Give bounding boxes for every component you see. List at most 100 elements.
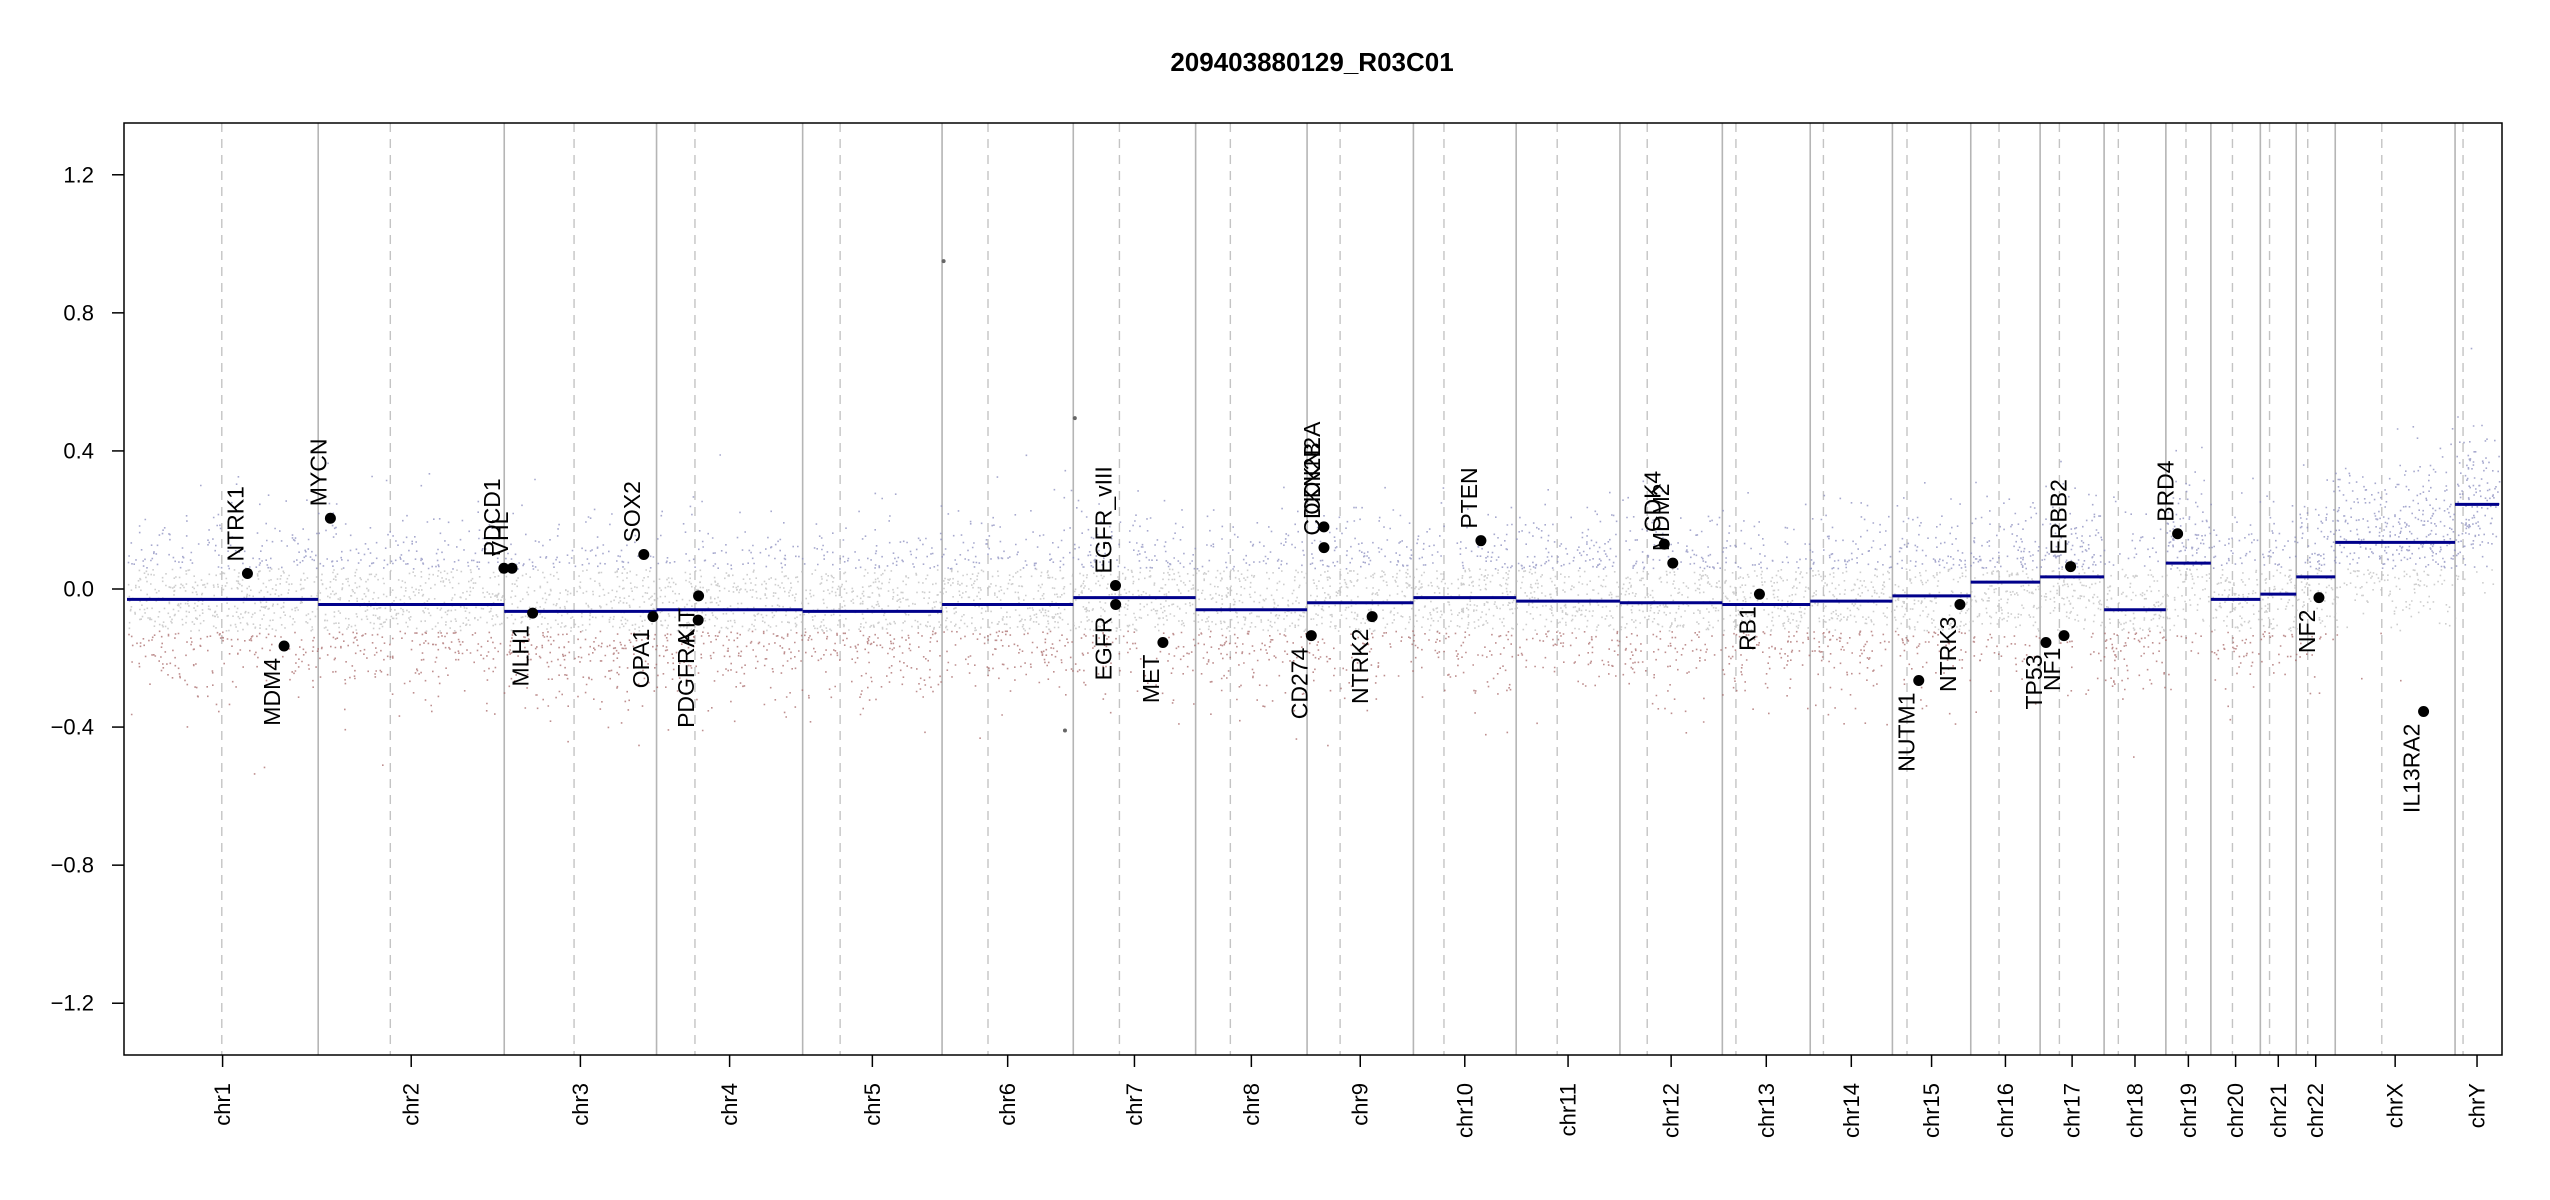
gene-label-NTRK1: NTRK1 [222, 486, 248, 561]
gene-point-OPA1 [647, 611, 659, 623]
outlier-point-2 [1072, 416, 1077, 421]
probes-chr9-neutral [1310, 568, 1415, 632]
y-tick-label: −1.2 [51, 991, 94, 1016]
probes-chr21-loss [2260, 631, 2298, 676]
probes-chr12-loss [1622, 630, 1724, 734]
probes-chr5-loss [804, 630, 942, 734]
probes-chrX-gain [2335, 426, 2456, 570]
gene-point-SOX2 [638, 548, 650, 560]
outlier-point-1 [941, 259, 946, 264]
y-tick-label: 1.2 [63, 162, 94, 187]
gene-label-CDKN2B: CDKN2B [1299, 442, 1325, 535]
probes-chr14-loss [1811, 630, 1890, 726]
chromosome-label-chr1: chr1 [210, 1083, 235, 1126]
gene-label-PDCD1: PDCD1 [479, 478, 505, 556]
chromosome-label-chr17: chr17 [2060, 1083, 2085, 1138]
gene-point-MYCN [324, 512, 336, 524]
probes-chr21-neutral [2260, 569, 2298, 632]
gene-point-NTRK2 [1366, 611, 1378, 623]
probes-chr5-neutral [803, 568, 944, 632]
gene-label-OPA1: OPA1 [628, 629, 654, 689]
chromosome-label-chr13: chr13 [1754, 1083, 1779, 1138]
gene-point-IL13RA2 [2418, 706, 2430, 718]
chromosome-label-chr21: chr21 [2266, 1083, 2291, 1138]
gene-point-RB1 [1753, 588, 1765, 600]
chromosome-label-chr4: chr4 [717, 1083, 742, 1126]
outlier-point-0 [1062, 728, 1067, 733]
gene-point-MLH1 [527, 607, 539, 619]
chromosome-label-chr6: chr6 [995, 1083, 1020, 1126]
probes-chr6-loss [943, 630, 1074, 739]
segment-lines [127, 502, 2499, 613]
gene-label-MDM4: MDM4 [259, 658, 285, 726]
gene-label-ERBB2: ERBB2 [2046, 479, 2072, 554]
gene-label-SOX2: SOX2 [619, 481, 645, 542]
probes-chrX-neutral [2336, 568, 2457, 632]
chromosome-label-chr11: chr11 [1556, 1083, 1581, 1136]
gene-label-PDGFRA: PDGFRA [673, 631, 699, 728]
gene-label-NF2: NF2 [2294, 610, 2320, 653]
probes-chr14-neutral [1811, 568, 1893, 631]
probes-chr15-gain [1896, 482, 1973, 570]
chromosome-label-chrY: chrY [2465, 1083, 2490, 1129]
probes-chr20-loss [2211, 630, 2260, 721]
probes-chr19-loss [2168, 632, 2202, 691]
probes-chr3-loss [506, 630, 659, 747]
probes-chrY-gain [2455, 347, 2501, 568]
gene-label-MLH1: MLH1 [508, 625, 534, 686]
gene-point-MET [1157, 637, 1169, 649]
y-tick-label: 0.8 [63, 300, 94, 325]
gene-label-MYCN: MYCN [305, 439, 331, 507]
gene-point-NTRK3 [1954, 599, 1966, 611]
gene-point-NTRK1 [241, 567, 253, 579]
probes-chr5-gain [803, 492, 943, 570]
gene-label-EGFR: EGFR [1091, 617, 1117, 681]
chromosome-label-chrX: chrX [2383, 1083, 2408, 1129]
probes-chr2-gain [318, 462, 499, 570]
gene-point-PTEN [1475, 535, 1487, 547]
chromosome-label-chr10: chr10 [1452, 1083, 1477, 1138]
gene-point-NF1 [2058, 630, 2070, 642]
gene-point-NF2 [2313, 592, 2325, 604]
probes-chr19-neutral [2165, 568, 2212, 631]
y-tick-label: 0.0 [63, 577, 94, 602]
gene-label-EGFR_vIII: EGFR_vIII [1091, 466, 1117, 573]
probes-chr16-gain [1971, 481, 2040, 570]
gene-point-MDM4 [278, 640, 290, 652]
chromosome-label-chr8: chr8 [1239, 1083, 1264, 1126]
chart-title: 209403880129_R03C01 [1170, 47, 1453, 77]
probes-chr18-neutral [2106, 568, 2168, 632]
chromosome-label-chr3: chr3 [568, 1083, 593, 1126]
probes-chr10-loss [1413, 631, 1514, 736]
probes-chr17-loss [2059, 632, 2106, 697]
chromosome-label-chr22: chr22 [2303, 1083, 2328, 1138]
y-tick-label: −0.4 [51, 715, 94, 740]
gene-label-RB1: RB1 [1734, 606, 1760, 651]
probes-chr13-gain [1722, 492, 1812, 570]
gene-point-PDCD1 [498, 562, 510, 574]
gene-point-EGFR_vIII [1110, 580, 1122, 592]
probes-chr1-loss [128, 630, 319, 775]
gene-label-CD274: CD274 [1286, 647, 1312, 719]
gene-point-CDKN2B [1318, 542, 1330, 554]
chromosome-label-chr2: chr2 [399, 1083, 424, 1126]
chromosome-label-chr14: chr14 [1839, 1083, 1864, 1138]
chromosome-label-chr15: chr15 [1919, 1083, 1944, 1138]
probes-chr7-neutral [1073, 568, 1195, 632]
plot-frame [123, 122, 2503, 1056]
probes-chr3-neutral [504, 568, 658, 632]
y-tick-label: −0.8 [51, 853, 94, 878]
chromosome-label-chr19: chr19 [2176, 1083, 2201, 1138]
probes-chr9-gain [1309, 486, 1413, 570]
chromosome-label-chr12: chr12 [1659, 1083, 1684, 1138]
probes-chr18-loss [2104, 630, 2167, 758]
probes-chr9-loss [1307, 630, 1415, 747]
chromosome-boundaries [221, 123, 2464, 1055]
probes-chr2-loss [319, 630, 506, 766]
gene-label-NUTM1: NUTM1 [1894, 692, 1920, 771]
gene-label-CDKN2A: CDKN2A [1299, 421, 1325, 515]
probes-chr8-neutral [1195, 569, 1308, 632]
probes-chr16-neutral [1970, 569, 2042, 632]
x-axis: chr1 chr2 chr3 chr4 chr5 chr6 chr7 chr8 chr9 chr1… [210, 1055, 2490, 1138]
